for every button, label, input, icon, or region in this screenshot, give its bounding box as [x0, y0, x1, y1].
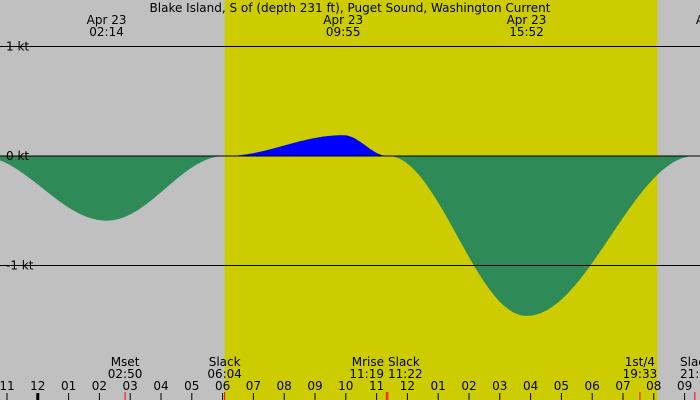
event-label: 1st/4: [625, 355, 655, 369]
event-time: 11:22: [388, 367, 423, 381]
event-label: Mrise: [352, 355, 384, 369]
x-tick-label: 01: [431, 379, 446, 393]
event-time: 11:19: [349, 367, 384, 381]
x-tick-label: 06: [585, 379, 600, 393]
extremum-date: A: [696, 13, 700, 27]
x-tick-label: 08: [277, 379, 292, 393]
x-tick-label: 08: [646, 379, 661, 393]
y-tick-label: -1 kt: [6, 259, 34, 273]
extremum-date: Apr 23: [323, 13, 363, 27]
event-label: Slack: [388, 355, 420, 369]
event-time: 21:2: [680, 367, 700, 381]
x-tick-label: 03: [492, 379, 507, 393]
x-tick-label: 06: [215, 379, 230, 393]
y-tick-label: 0 kt: [6, 149, 29, 163]
x-tick-label: 04: [153, 379, 168, 393]
extremum-date: Apr 23: [507, 13, 547, 27]
y-tick-label: 1 kt: [6, 40, 29, 54]
x-tick-label: 05: [184, 379, 199, 393]
x-tick-label: 10: [338, 379, 353, 393]
extremum-date: Apr 23: [87, 13, 127, 27]
x-tick-label: 04: [523, 379, 538, 393]
ebb-current-area: [0, 156, 700, 316]
x-tick-label: 02: [92, 379, 107, 393]
event-time: 06:04: [207, 367, 242, 381]
event-time: 02:50: [108, 367, 143, 381]
extremum-time: 02:14: [89, 25, 124, 39]
chart-title: Blake Island, S of (depth 231 ft), Puget…: [150, 1, 551, 15]
x-tick-label: 03: [123, 379, 138, 393]
x-tick-label: 09: [307, 379, 322, 393]
x-tick-label: 11: [0, 379, 15, 393]
x-tick-label: 12: [400, 379, 415, 393]
x-tick-label: 05: [554, 379, 569, 393]
x-tick-label: 01: [61, 379, 76, 393]
flood-current-area: [0, 135, 700, 156]
event-time: 19:33: [623, 367, 658, 381]
event-label: Mset: [111, 355, 140, 369]
x-tick-label: 11: [369, 379, 384, 393]
x-tick-label: 09: [677, 379, 692, 393]
event-label: Slack: [209, 355, 241, 369]
x-tick-label: 02: [461, 379, 476, 393]
event-label: Slac: [680, 355, 700, 369]
x-tick-label: 07: [615, 379, 630, 393]
extremum-time: 15:52: [509, 25, 544, 39]
x-tick-label: 12: [30, 379, 45, 393]
x-tick-label: 07: [246, 379, 261, 393]
extremum-time: 09:55: [326, 25, 361, 39]
